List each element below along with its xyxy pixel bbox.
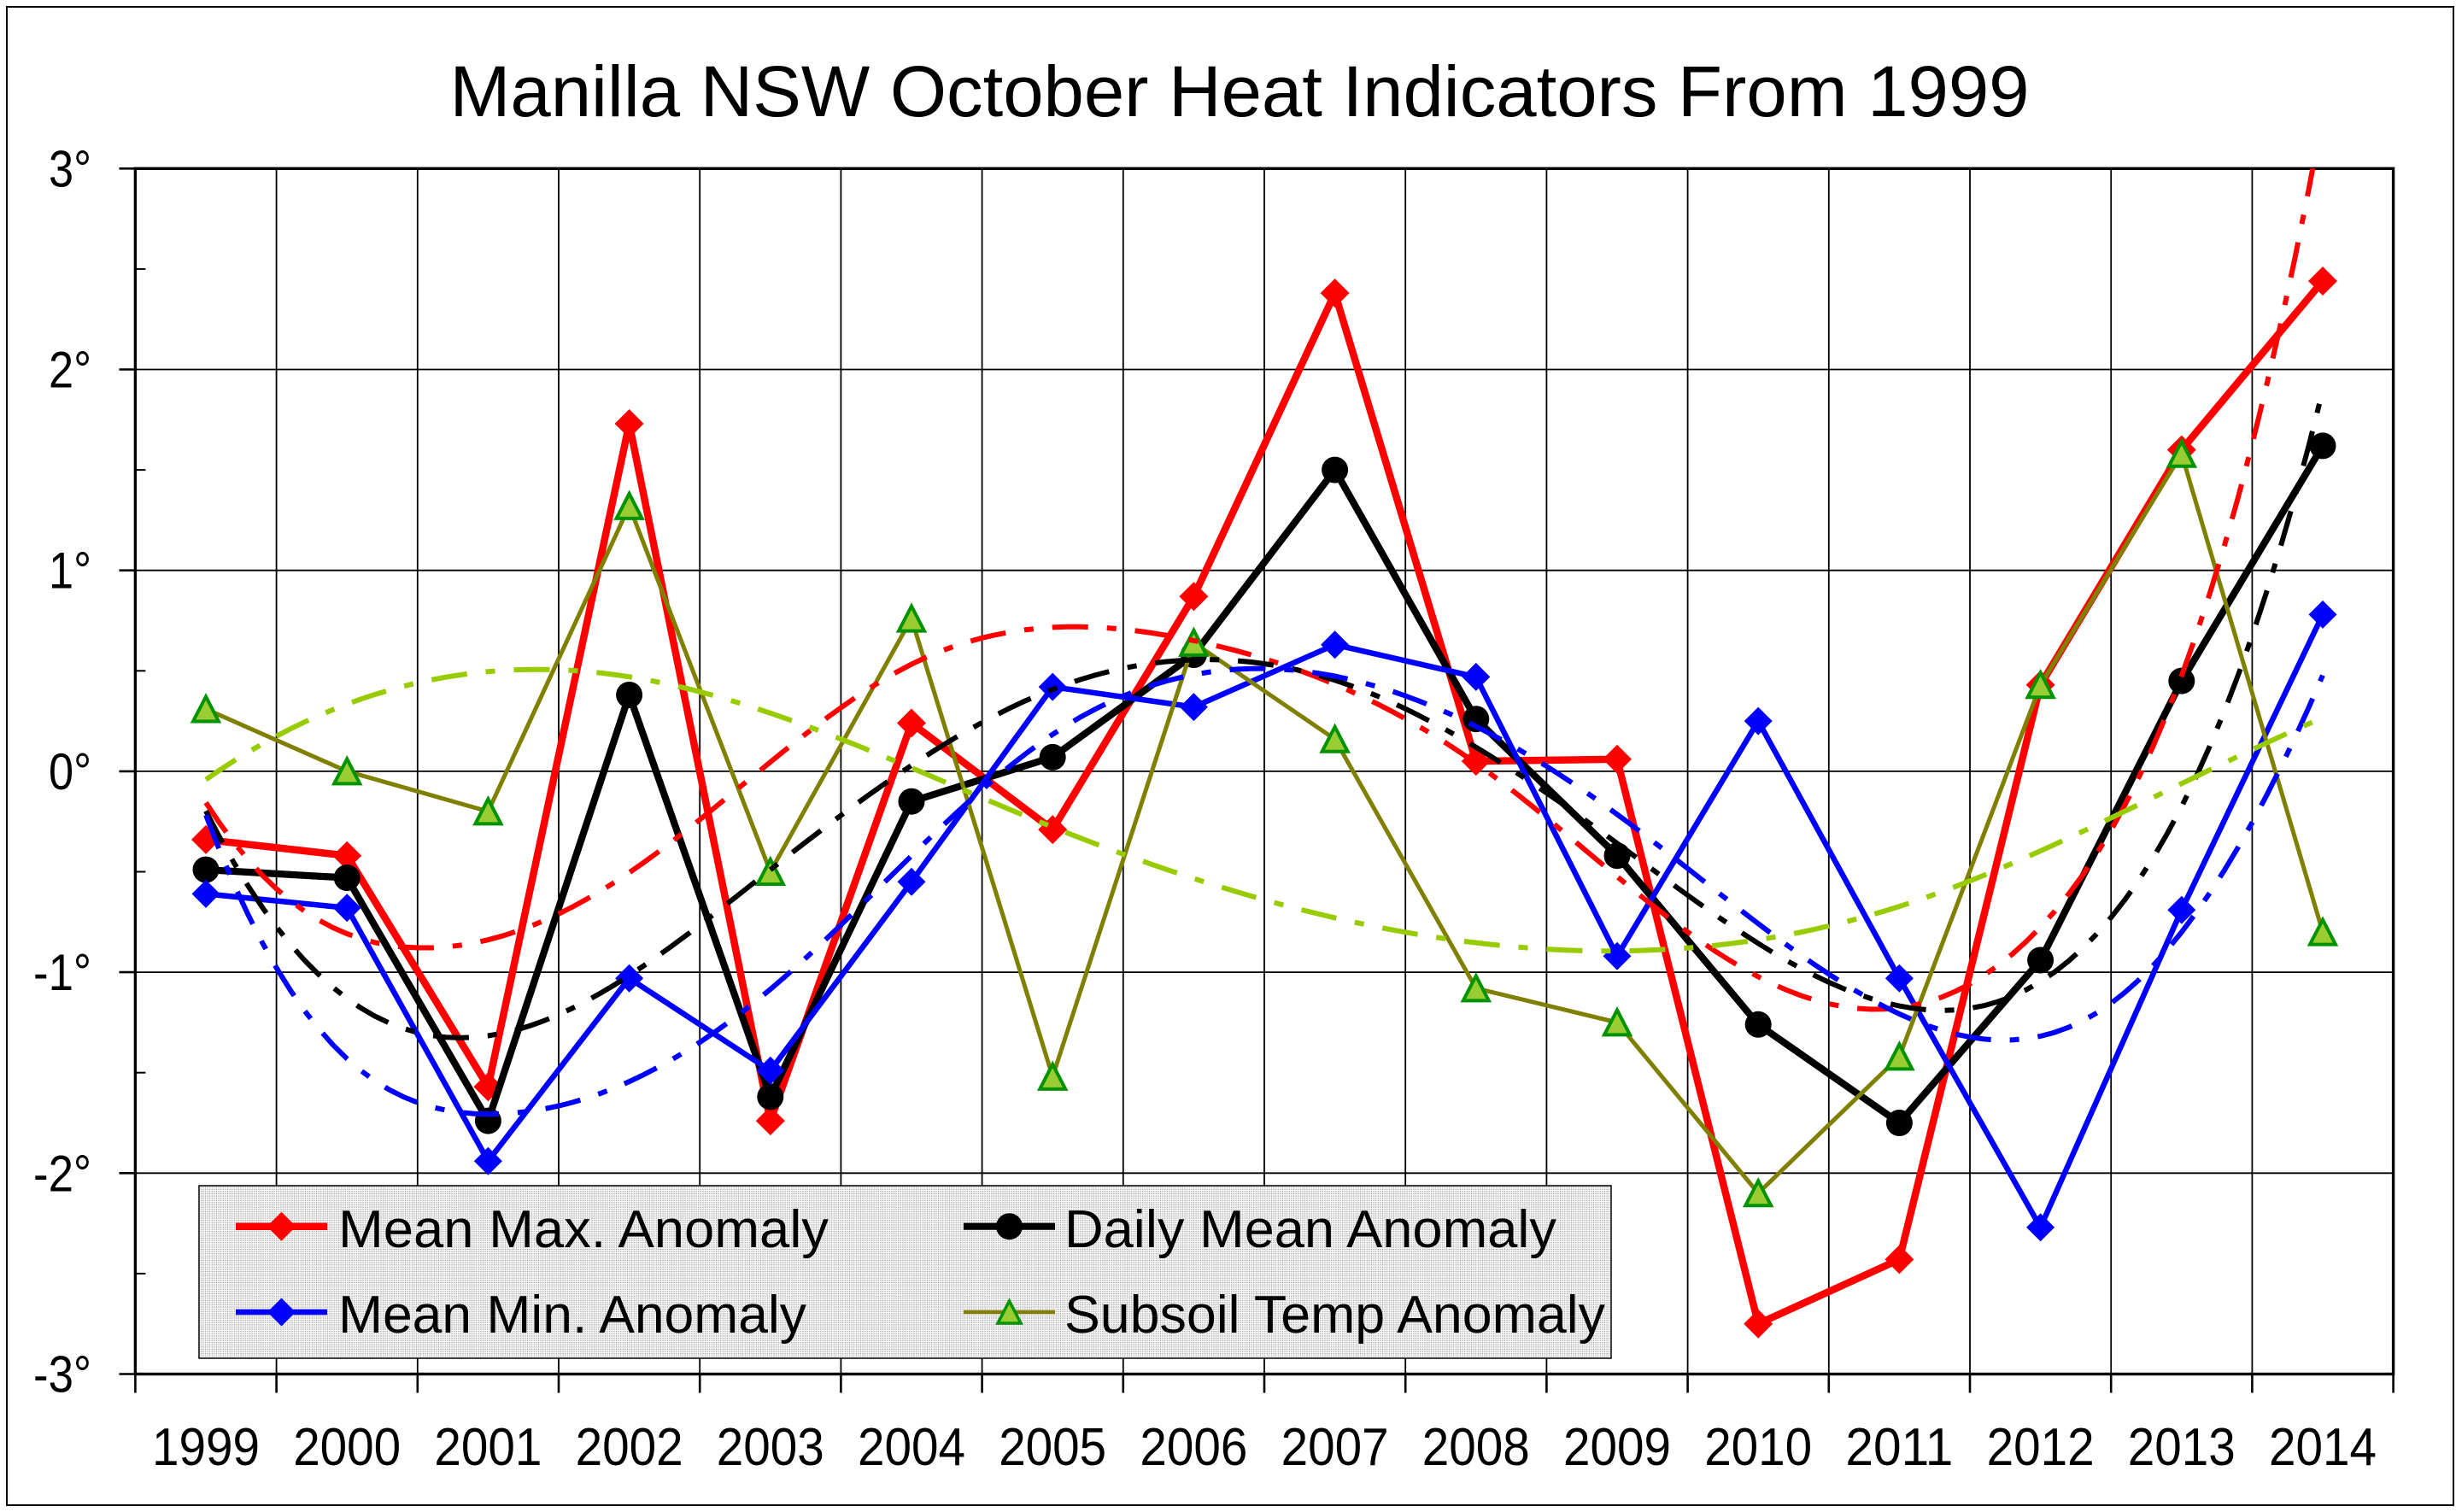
svg-text:2010: 2010 — [1704, 1418, 1812, 1477]
svg-text:0°: 0° — [49, 743, 91, 800]
svg-text:Mean Max. Anomaly: Mean Max. Anomaly — [338, 1200, 829, 1259]
svg-text:-3°: -3° — [33, 1346, 91, 1404]
svg-text:2004: 2004 — [858, 1418, 965, 1477]
svg-text:Subsoil Temp Anomaly: Subsoil Temp Anomaly — [1064, 1286, 1605, 1345]
svg-text:2008: 2008 — [1422, 1418, 1530, 1477]
svg-text:2°: 2° — [49, 342, 91, 399]
svg-text:Manilla NSW October Heat Indic: Manilla NSW October Heat Indicators From… — [450, 51, 2030, 132]
svg-text:2011: 2011 — [1845, 1418, 1953, 1477]
svg-text:2007: 2007 — [1281, 1418, 1389, 1477]
svg-text:2003: 2003 — [717, 1418, 824, 1477]
svg-text:-1°: -1° — [33, 944, 91, 1001]
svg-text:3°: 3° — [49, 140, 91, 197]
svg-text:-2°: -2° — [33, 1145, 91, 1202]
svg-text:2002: 2002 — [576, 1418, 683, 1477]
svg-text:2014: 2014 — [2269, 1418, 2377, 1477]
svg-text:2012: 2012 — [1987, 1418, 2095, 1477]
svg-text:2000: 2000 — [293, 1418, 401, 1477]
svg-text:1999: 1999 — [152, 1418, 260, 1477]
svg-text:Daily Mean Anomaly: Daily Mean Anomaly — [1064, 1200, 1556, 1259]
svg-text:2009: 2009 — [1563, 1418, 1671, 1477]
svg-text:2006: 2006 — [1140, 1418, 1247, 1477]
svg-text:1°: 1° — [49, 542, 91, 600]
svg-text:Mean Min. Anomaly: Mean Min. Anomaly — [338, 1286, 806, 1345]
svg-text:2013: 2013 — [2128, 1418, 2236, 1477]
svg-text:2005: 2005 — [999, 1418, 1106, 1477]
svg-text:2001: 2001 — [434, 1418, 542, 1477]
